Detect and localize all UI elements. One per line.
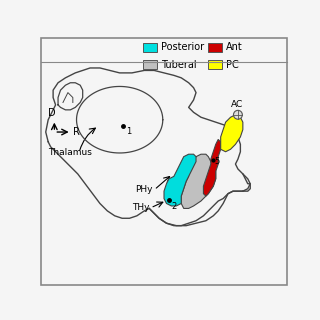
Text: THy: THy	[132, 204, 149, 212]
Text: 2: 2	[172, 202, 177, 211]
Text: AC: AC	[231, 100, 243, 108]
Text: Ant: Ant	[226, 42, 243, 52]
Text: R: R	[73, 127, 80, 137]
Text: PHy: PHy	[135, 185, 153, 195]
Polygon shape	[221, 115, 243, 152]
Text: PC: PC	[226, 60, 239, 69]
Text: Thalamus: Thalamus	[48, 148, 92, 157]
Text: Tuberal: Tuberal	[161, 60, 197, 69]
Polygon shape	[204, 140, 221, 196]
Text: D: D	[48, 108, 55, 118]
Text: 5: 5	[214, 157, 220, 166]
Text: Posterior: Posterior	[161, 42, 204, 52]
FancyBboxPatch shape	[143, 43, 156, 52]
Polygon shape	[164, 154, 196, 206]
FancyBboxPatch shape	[208, 43, 222, 52]
Circle shape	[234, 110, 242, 119]
FancyBboxPatch shape	[143, 60, 156, 69]
Text: 1: 1	[126, 127, 131, 136]
FancyBboxPatch shape	[208, 60, 222, 69]
Polygon shape	[181, 154, 216, 208]
